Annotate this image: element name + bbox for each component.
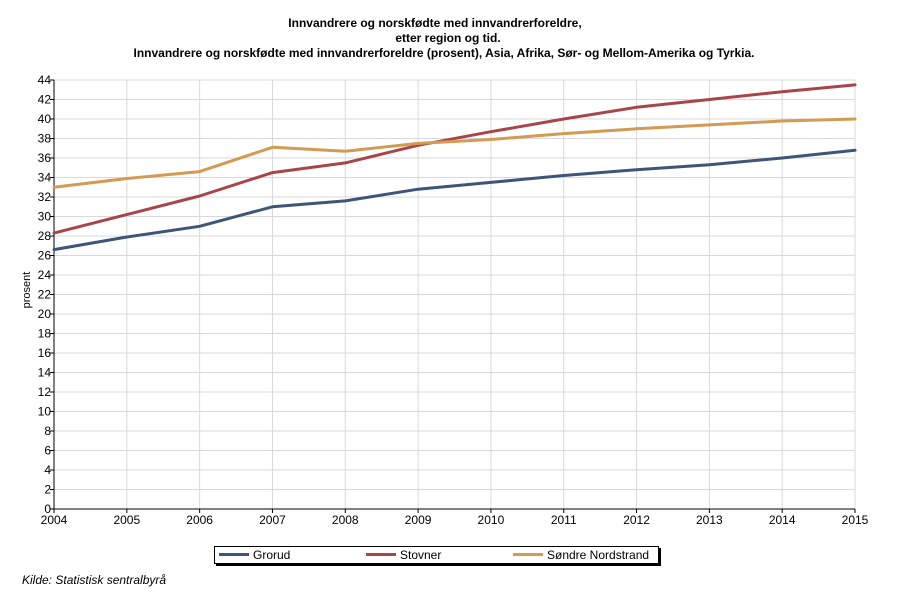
x-tick-label: 2015 (842, 513, 869, 527)
legend-label-sondre-nordstrand: Søndre Nordstrand (547, 548, 650, 562)
y-tick-label: 36 (38, 151, 52, 165)
x-tick-label: 2013 (696, 513, 723, 527)
y-tick-label: 34 (38, 171, 52, 185)
x-tick-label: 2008 (332, 513, 359, 527)
series-line-sondre-nordstrand (52, 117, 857, 189)
y-tick-label: 24 (38, 268, 52, 282)
legend-label-grorud: Grorud (253, 548, 291, 562)
x-tick-label: 2005 (113, 513, 140, 527)
source-note: Kilde: Statistisk sentralbyrå (22, 573, 167, 587)
y-tick-label: 6 (44, 444, 51, 458)
y-tick-label: 12 (38, 385, 52, 399)
x-tick-label: 2007 (259, 513, 286, 527)
y-tick-label: 30 (38, 210, 52, 224)
y-tick-label: 2 (44, 483, 51, 497)
legend-item-sondre-nordstrand: Søndre Nordstrand (513, 547, 649, 563)
series-line-grorud (52, 148, 857, 252)
x-tick-label: 2011 (551, 513, 577, 527)
legend: Grorud Stovner Søndre Nordstrand (214, 546, 659, 564)
y-tick-label: 42 (38, 93, 52, 107)
y-axis-ticks: 0246810121416182022242628303234363840424… (38, 73, 54, 516)
y-tick-label: 44 (38, 73, 52, 87)
y-tick-label: 20 (38, 307, 52, 321)
y-tick-label: 10 (38, 405, 52, 419)
x-tick-label: 2006 (186, 513, 213, 527)
x-tick-label: 2014 (769, 513, 796, 527)
title-line-3: Innvandrere og norskfødte med innvandrer… (133, 46, 755, 60)
x-axis-ticks: 2004 2005 2006 2007 2008 2009 2010 2011 2012 2013… (41, 509, 869, 527)
grid (53, 79, 856, 510)
y-tick-label: 8 (44, 424, 51, 438)
x-tick-label: 2012 (623, 513, 650, 527)
y-tick-label: 32 (38, 190, 52, 204)
title-line-1: Innvandrere og norskfødte med innvandrer… (288, 16, 582, 30)
y-tick-label: 0 (44, 502, 51, 516)
x-tick-label: 2010 (478, 513, 505, 527)
y-tick-label: 40 (38, 112, 52, 126)
x-tick-label: 2004 (41, 513, 68, 527)
y-tick-label: 26 (38, 249, 52, 263)
legend-swatch-sondre-nordstrand (513, 553, 543, 557)
chart-title: Innvandrere og norskfødte med innvandrer… (0, 16, 900, 61)
y-tick-label: 28 (38, 229, 52, 243)
legend-swatch-stovner (366, 553, 396, 557)
legend-label-stovner: Stovner (400, 548, 442, 562)
y-tick-label: 18 (38, 327, 52, 341)
y-tick-label: 22 (38, 288, 52, 302)
y-axis-label: prosent (21, 272, 33, 309)
series-lines (52, 83, 857, 252)
legend-swatch-grorud (219, 553, 249, 557)
x-tick-label: 2009 (405, 513, 432, 527)
series-line-stovner (52, 83, 857, 235)
legend-item-grorud: Grorud (219, 547, 290, 563)
y-tick-label: 14 (38, 366, 52, 380)
title-line-2: etter region og tid. (395, 31, 501, 45)
y-tick-label: 4 (44, 463, 51, 477)
legend-item-stovner: Stovner (366, 547, 441, 563)
y-tick-label: 16 (38, 346, 52, 360)
y-tick-label: 38 (38, 132, 52, 146)
